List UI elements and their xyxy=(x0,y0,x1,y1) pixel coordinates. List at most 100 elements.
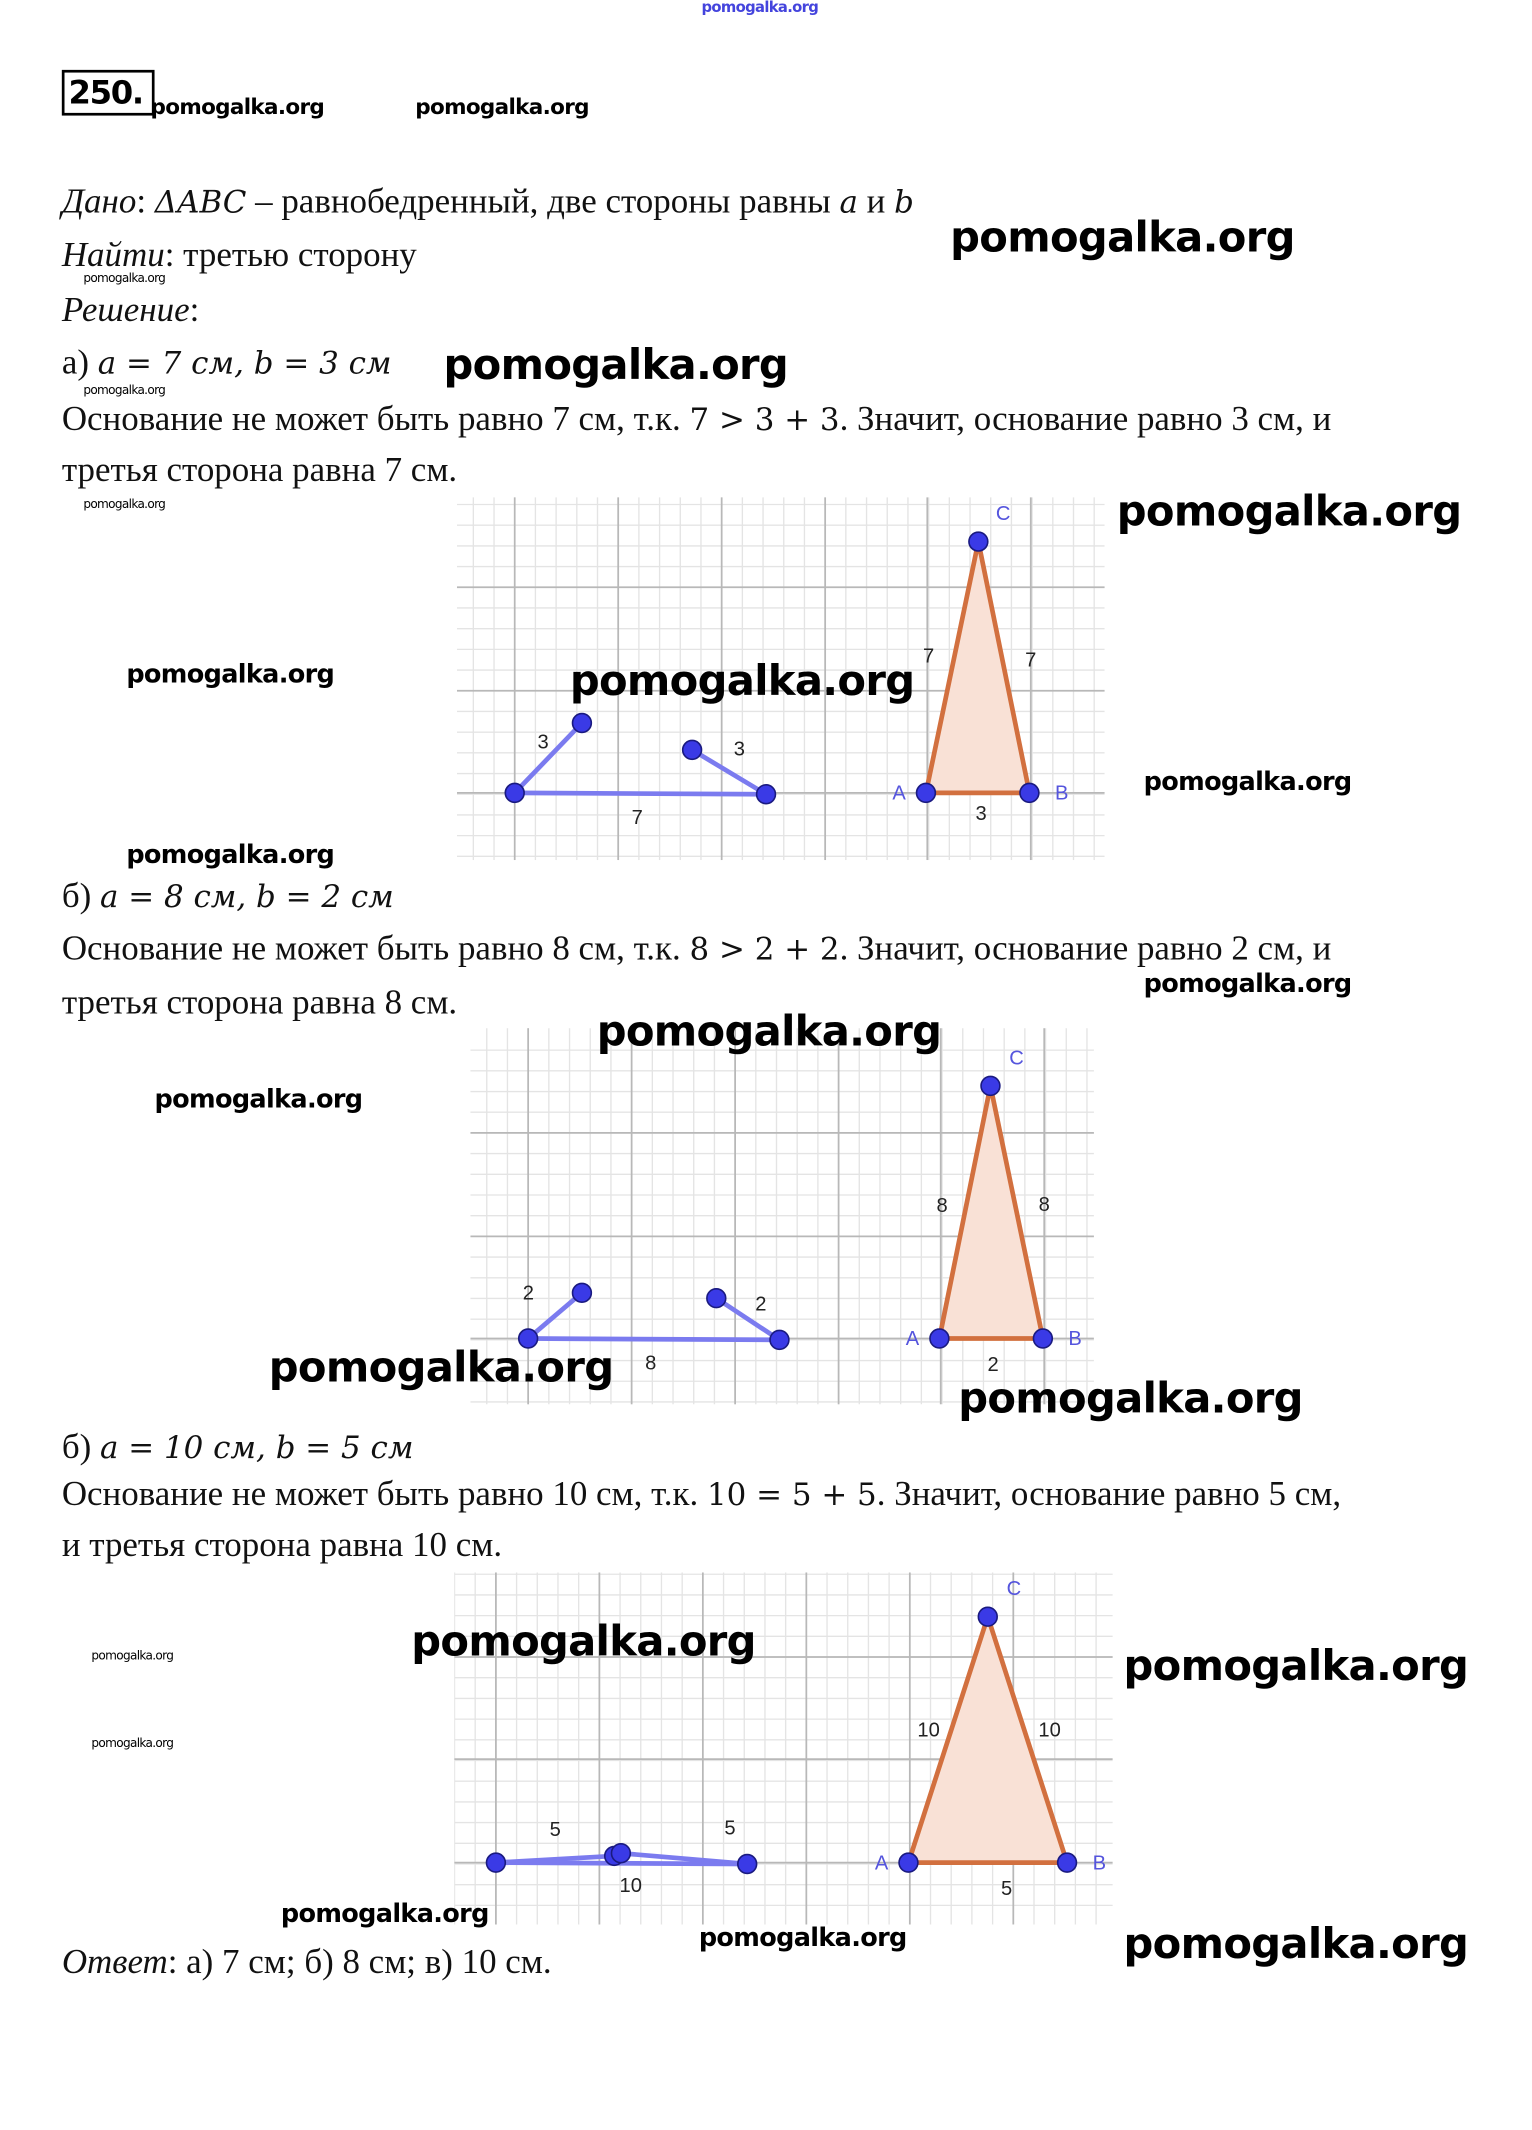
point-c xyxy=(977,1606,998,1627)
point-c xyxy=(968,531,989,552)
point xyxy=(681,739,703,761)
part-a-conclusion: третья сторона равна 7 см. xyxy=(61,450,458,490)
side-label-ab: 5 xyxy=(1001,1878,1012,1900)
part-a-explanation: Основание не может быть равно 7 см, т.к.… xyxy=(61,399,1332,439)
segment-label: 8 xyxy=(645,1352,656,1374)
point xyxy=(610,1843,632,1864)
watermark: pomogalka.org xyxy=(1143,767,1352,797)
vertex-label-a: A xyxy=(875,1852,889,1874)
figure-c: 5 5 10 10 10 5 A B C xyxy=(454,1572,1113,1925)
watermark: pomogalka.org xyxy=(91,1650,174,1664)
side-label-ac: 8 xyxy=(936,1195,947,1217)
vertex-label-a: A xyxy=(906,1328,920,1350)
watermark: pomogalka.org xyxy=(83,384,166,398)
watermark: pomogalka.org xyxy=(1123,1642,1469,1691)
point-b xyxy=(1032,1328,1054,1349)
watermark: pomogalka.org xyxy=(83,498,166,513)
watermark: pomogalka.org xyxy=(150,94,325,120)
segment-a-base xyxy=(528,1336,780,1343)
segment-b-left xyxy=(513,721,584,795)
segment-label: 3 xyxy=(734,738,745,760)
watermark: pomogalka.org xyxy=(126,839,335,870)
vertex-label-a: A xyxy=(892,783,906,805)
point xyxy=(485,1852,507,1873)
side-label-ab: 3 xyxy=(975,803,986,825)
watermark: pomogalka.org xyxy=(280,1898,489,1929)
point xyxy=(769,1329,790,1351)
part-a-condition: а) a = 7 см, b = 3 см xyxy=(61,342,392,382)
part-c-explanation: Основание не может быть равно 10 см, т.к… xyxy=(61,1474,1342,1514)
segment-label: 2 xyxy=(523,1283,534,1305)
point xyxy=(755,784,777,805)
point xyxy=(736,1853,758,1875)
segment-b-right xyxy=(715,1296,781,1342)
side-label-bc: 8 xyxy=(1039,1194,1050,1216)
solution-label: Решение: xyxy=(61,290,200,330)
part-c-condition: б) a = 10 см, b = 5 см xyxy=(61,1427,414,1467)
point-a xyxy=(898,1852,919,1873)
segment-a-base xyxy=(514,790,767,797)
watermark: pomogalka.org xyxy=(411,1618,756,1667)
watermark: pomogalka.org xyxy=(596,1007,942,1057)
side-label-ac: 10 xyxy=(917,1719,939,1741)
triangle-abc xyxy=(906,1614,1070,1865)
grid xyxy=(454,1572,1113,1925)
watermark: pomogalka.org xyxy=(91,1737,174,1752)
segment-label: 2 xyxy=(755,1293,766,1315)
triangle-abc xyxy=(923,539,1032,796)
vertex-label-c: C xyxy=(996,503,1011,525)
point-b xyxy=(1056,1852,1078,1873)
vertex-label-b: B xyxy=(1055,783,1068,805)
problem-number: 250. xyxy=(61,69,155,116)
vertex-label-c: C xyxy=(1009,1047,1024,1069)
point-c xyxy=(980,1075,1001,1097)
vertex-label-b: B xyxy=(1093,1852,1106,1874)
watermark: pomogalka.org xyxy=(126,659,335,690)
part-b-conclusion: третья сторона равна 8 см. xyxy=(61,982,458,1022)
vertex-label-b: B xyxy=(1068,1328,1081,1350)
point xyxy=(706,1287,727,1309)
segment-label: 10 xyxy=(620,1875,642,1897)
vertex-label-c: C xyxy=(1007,1578,1022,1600)
watermark-top[interactable]: pomogalka.org xyxy=(701,0,819,17)
point xyxy=(504,782,525,804)
watermark: pomogalka.org xyxy=(443,341,789,390)
part-b-condition: б) a = 8 см, b = 2 см xyxy=(61,876,394,916)
answer-line: Ответ: а) 7 см; б) 8 см; в) 10 см. xyxy=(61,1941,552,1981)
figure-b: 2 2 8 8 8 2 A B C xyxy=(470,1028,1094,1405)
segment-label: 7 xyxy=(632,807,643,829)
watermark: pomogalka.org xyxy=(698,1923,907,1953)
side-label-bc: 10 xyxy=(1038,1719,1060,1741)
part-c-conclusion: и третья сторона равна 10 см. xyxy=(61,1525,503,1565)
segment-b-left xyxy=(526,1291,584,1341)
point-a xyxy=(915,782,937,804)
point xyxy=(517,1328,539,1349)
point-b xyxy=(1019,782,1040,804)
segment-b-right xyxy=(690,747,768,797)
watermark: pomogalka.org xyxy=(415,94,589,120)
segment-label: 5 xyxy=(550,1819,561,1841)
triangle-abc xyxy=(937,1083,1046,1341)
part-b-explanation: Основание не может быть равно 8 см, т.к.… xyxy=(61,928,1332,968)
segment-label: 5 xyxy=(724,1817,735,1839)
point-a xyxy=(929,1328,950,1349)
watermark: pomogalka.org xyxy=(83,272,166,287)
watermark: pomogalka.org xyxy=(268,1343,614,1393)
point xyxy=(571,1282,593,1304)
side-label-ac: 7 xyxy=(923,646,934,668)
side-label-ab: 2 xyxy=(988,1354,999,1376)
segment-label: 3 xyxy=(538,732,549,754)
point xyxy=(571,712,593,734)
watermark: pomogalka.org xyxy=(1116,487,1462,537)
watermark: pomogalka.org xyxy=(154,1084,363,1115)
given-line: Дано: ΔABC – равнобедренный, две стороны… xyxy=(61,181,914,221)
watermark: pomogalka.org xyxy=(569,657,915,706)
find-line: Найти: третью сторону xyxy=(61,235,417,275)
watermark: pomogalka.org xyxy=(958,1374,1303,1424)
watermark: pomogalka.org xyxy=(1123,1920,1469,1969)
figure-a: 3 3 7 7 7 3 A B C xyxy=(456,497,1105,861)
watermark: pomogalka.org xyxy=(1143,968,1352,999)
side-label-bc: 7 xyxy=(1025,650,1036,672)
watermark: pomogalka.org xyxy=(950,213,1295,263)
